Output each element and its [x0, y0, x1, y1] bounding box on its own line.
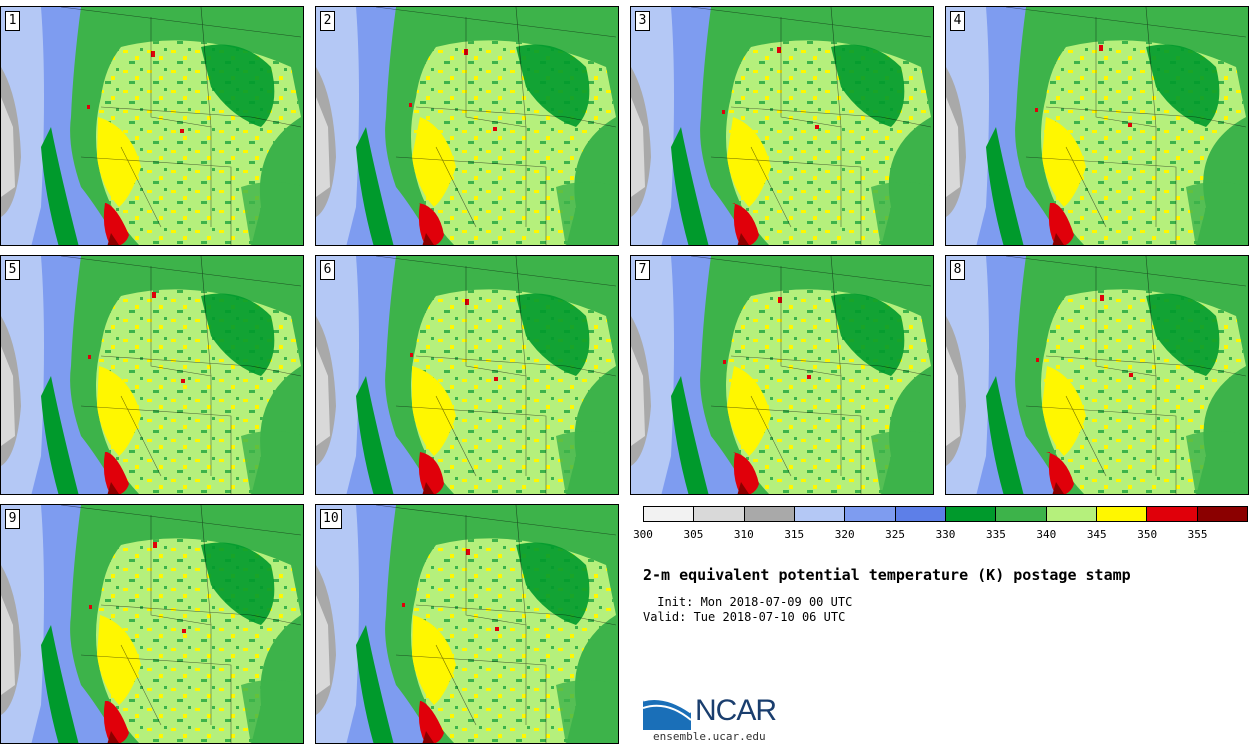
ncar-swoosh-icon	[643, 697, 692, 730]
panel-number: 8	[950, 260, 965, 280]
postage-stamp-panel[interactable]: 8	[945, 255, 1249, 495]
map-field	[631, 7, 933, 245]
map-field	[316, 505, 618, 743]
map-field	[946, 7, 1248, 245]
map-field	[316, 256, 618, 494]
panel-number: 9	[5, 509, 20, 529]
panel-number: 1	[5, 11, 20, 31]
colorbar-segment	[1096, 507, 1148, 521]
colorbar-tick-label: 355	[1187, 528, 1208, 541]
colorbar-tick-label: 345	[1086, 528, 1107, 541]
panel-number: 4	[950, 11, 965, 31]
postage-stamp-panel[interactable]: 10	[315, 504, 619, 744]
postage-stamp-panel[interactable]: 1	[0, 6, 304, 246]
colorbar-segment	[744, 507, 795, 521]
postage-stamp-panel[interactable]: 9	[0, 504, 304, 744]
valid-time: Valid: Tue 2018-07-10 06 UTC	[643, 610, 846, 624]
panel-number: 10	[320, 509, 342, 529]
colorbar-tick-label: 320	[834, 528, 855, 541]
colorbar-tick-label: 325	[885, 528, 906, 541]
map-field	[316, 7, 618, 245]
postage-stamp-panel[interactable]: 3	[630, 6, 934, 246]
colorbar-tick-label: 315	[784, 528, 805, 541]
colorbar-tick-label: 335	[985, 528, 1006, 541]
panel-number: 2	[320, 11, 335, 31]
postage-stamp-panel[interactable]: 7	[630, 255, 934, 495]
map-field	[1, 7, 303, 245]
init-time: Init: Mon 2018-07-09 00 UTC	[650, 595, 853, 609]
colorbar-segment	[895, 507, 946, 521]
panel-number: 3	[635, 11, 650, 31]
panel-number: 5	[5, 260, 20, 280]
colorbar-segment	[996, 507, 1047, 521]
colorbar-segment	[694, 507, 745, 521]
postage-stamp-panel[interactable]: 6	[315, 255, 619, 495]
colorbar-segment	[945, 507, 997, 521]
colorbar	[643, 506, 1248, 522]
panel-number: 7	[635, 260, 650, 280]
postage-stamp-panel[interactable]: 2	[315, 6, 619, 246]
colorbar-tick-label: 305	[683, 528, 704, 541]
colorbar-tick-label: 300	[633, 528, 653, 541]
colorbar-tick-label: 330	[935, 528, 956, 541]
colorbar-segment	[1197, 507, 1247, 521]
map-field	[631, 256, 933, 494]
map-field	[1, 256, 303, 494]
map-field	[946, 256, 1248, 494]
panel-number: 6	[320, 260, 335, 280]
map-field	[1, 505, 303, 743]
colorbar-segment	[1046, 507, 1097, 521]
postage-stamp-panel[interactable]: 4	[945, 6, 1249, 246]
colorbar-ticks: 300 305 310 315 320 325 330 335 340 345 350 355	[633, 528, 1248, 544]
figure-title: 2-m equivalent potential temperature (K)…	[643, 566, 1131, 584]
logo-url: ensemble.ucar.edu	[653, 730, 766, 743]
colorbar-tick-label: 350	[1137, 528, 1158, 541]
postage-stamp-panel[interactable]: 5	[0, 255, 304, 495]
colorbar-segment	[1147, 507, 1198, 521]
colorbar-tick-label: 340	[1036, 528, 1057, 541]
colorbar-segment	[845, 507, 896, 521]
logo-wordmark: NCAR	[695, 694, 777, 727]
colorbar-segment	[794, 507, 846, 521]
colorbar-segment	[644, 507, 695, 521]
colorbar-tick-label: 310	[733, 528, 754, 541]
ncar-logo[interactable]: NCAR ensemble.ucar.edu	[643, 690, 803, 746]
